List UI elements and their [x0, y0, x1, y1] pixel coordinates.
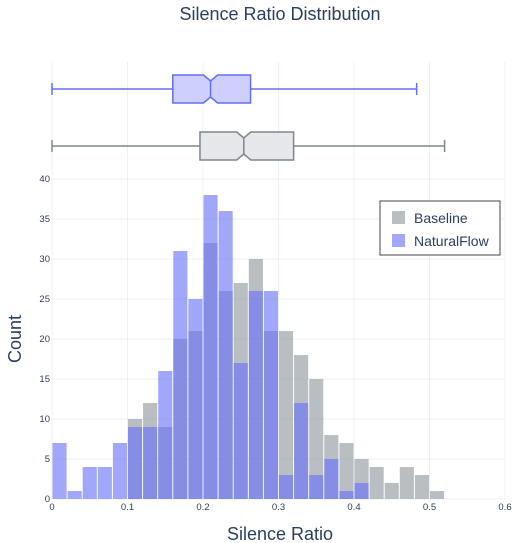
y-axis-title: Count	[5, 315, 25, 363]
histogram-bar-naturalflow	[143, 427, 158, 499]
legend-label-baseline[interactable]: Baseline	[414, 210, 468, 226]
histogram-bar-naturalflow	[248, 291, 263, 499]
y-tick-label: 35	[39, 214, 50, 225]
histogram-bar-baseline	[384, 483, 399, 499]
legend: Baseline NaturalFlow	[379, 200, 501, 256]
histogram-bar-naturalflow	[233, 363, 248, 499]
histogram-bar-naturalflow	[128, 427, 143, 499]
histogram-bar-naturalflow	[203, 195, 218, 499]
y-tick-label: 5	[45, 454, 50, 465]
histogram-bar-naturalflow	[112, 443, 127, 499]
histogram-bar-naturalflow	[354, 483, 369, 499]
x-tick-label: 0	[49, 502, 54, 513]
histogram-bar-naturalflow	[279, 475, 294, 499]
x-tick-label: 0.5	[423, 502, 436, 513]
histogram-bar-baseline	[399, 467, 414, 499]
y-tick-label: 40	[39, 174, 50, 185]
histogram-bar-baseline	[309, 379, 324, 499]
histogram-bar-baseline	[339, 443, 354, 499]
x-tick-label: 0.1	[121, 502, 134, 513]
histogram-bar-naturalflow	[324, 459, 339, 499]
x-tick-label: 0.2	[196, 502, 209, 513]
legend-swatch-baseline[interactable]	[392, 211, 405, 224]
histogram-bar-naturalflow	[97, 467, 112, 499]
histogram-bar-naturalflow	[309, 475, 324, 499]
y-tick-label: 30	[39, 254, 50, 265]
histogram-bar-baseline	[414, 475, 429, 499]
histogram-bar-naturalflow	[263, 291, 278, 499]
y-tick-label: 15	[39, 374, 50, 385]
boxplot-box-baseline	[199, 131, 295, 161]
x-tick-label: 0.4	[347, 502, 360, 513]
boxplot-box-naturalflow	[172, 74, 252, 104]
tick-layer: 0 0.1 0.2 0.3 0.4 0.5 0.6 0 5 10 15 20 25 30 35 40	[39, 174, 511, 513]
y-tick-label: 0	[45, 494, 50, 505]
bar-layer	[52, 195, 445, 499]
histogram-bar-baseline	[369, 467, 384, 499]
histogram-bar-naturalflow	[339, 491, 354, 499]
histogram-bar-naturalflow	[158, 371, 173, 499]
histogram-bar-naturalflow	[82, 467, 97, 499]
grid-layer	[51, 62, 506, 500]
histogram-bar-baseline	[430, 491, 445, 499]
legend-label-naturalflow[interactable]: NaturalFlow	[414, 233, 490, 249]
histogram-bar-naturalflow	[188, 299, 203, 499]
y-tick-label: 25	[39, 294, 50, 305]
histogram-bar-naturalflow	[218, 211, 233, 499]
x-tick-label: 0.3	[272, 502, 285, 513]
chart-title: Silence Ratio Distribution	[179, 4, 380, 24]
x-axis-title: Silence Ratio	[227, 524, 333, 543]
y-tick-label: 20	[39, 334, 50, 345]
x-tick-label: 0.6	[498, 502, 511, 513]
histogram-bar-naturalflow	[294, 403, 309, 499]
legend-swatch-naturalflow[interactable]	[392, 234, 405, 247]
histogram-bar-naturalflow	[67, 491, 82, 499]
boxplot-layer	[51, 74, 446, 161]
histogram-bar-naturalflow	[52, 443, 67, 499]
histogram-bar-naturalflow	[173, 251, 188, 499]
y-tick-label: 10	[39, 414, 50, 425]
histogram-bar-baseline	[279, 331, 294, 499]
